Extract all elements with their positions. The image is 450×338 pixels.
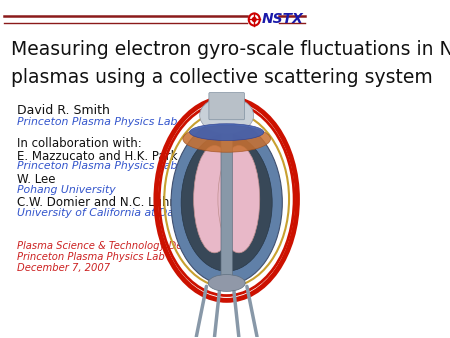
FancyBboxPatch shape [209, 93, 244, 120]
Ellipse shape [194, 146, 235, 253]
Text: Pohang University: Pohang University [17, 185, 115, 195]
Text: plasmas using a collective scattering system: plasmas using a collective scattering sy… [11, 68, 432, 88]
Ellipse shape [181, 134, 272, 271]
Text: Measuring electron gyro-scale fluctuations in NSTX: Measuring electron gyro-scale fluctuatio… [11, 40, 450, 59]
Ellipse shape [183, 125, 270, 152]
Text: In collaboration with:: In collaboration with: [17, 137, 141, 150]
Ellipse shape [218, 146, 260, 253]
Text: NSTX: NSTX [261, 13, 303, 26]
Ellipse shape [189, 124, 264, 141]
Text: Plasma Science & Technology Dept. Seminar: Plasma Science & Technology Dept. Semina… [17, 241, 240, 251]
FancyBboxPatch shape [221, 125, 232, 280]
Ellipse shape [200, 97, 254, 134]
Ellipse shape [208, 274, 245, 291]
Text: C.W. Domier and N.C. Luhmann, Jr.: C.W. Domier and N.C. Luhmann, Jr. [17, 196, 221, 210]
Text: December 7, 2007: December 7, 2007 [17, 263, 110, 273]
Text: David R. Smith: David R. Smith [17, 104, 110, 117]
Text: Princeton Plasma Physics Lab: Princeton Plasma Physics Lab [17, 252, 164, 262]
Text: W. Lee: W. Lee [17, 173, 55, 186]
Ellipse shape [171, 120, 282, 285]
Circle shape [252, 17, 257, 22]
Text: Princeton Plasma Physics Lab: Princeton Plasma Physics Lab [17, 117, 177, 127]
Text: E. Mazzucato and H.K. Park: E. Mazzucato and H.K. Park [17, 149, 177, 163]
Text: Princeton Plasma Physics Lab: Princeton Plasma Physics Lab [17, 161, 177, 171]
Text: University of California at Davis: University of California at Davis [17, 208, 189, 218]
